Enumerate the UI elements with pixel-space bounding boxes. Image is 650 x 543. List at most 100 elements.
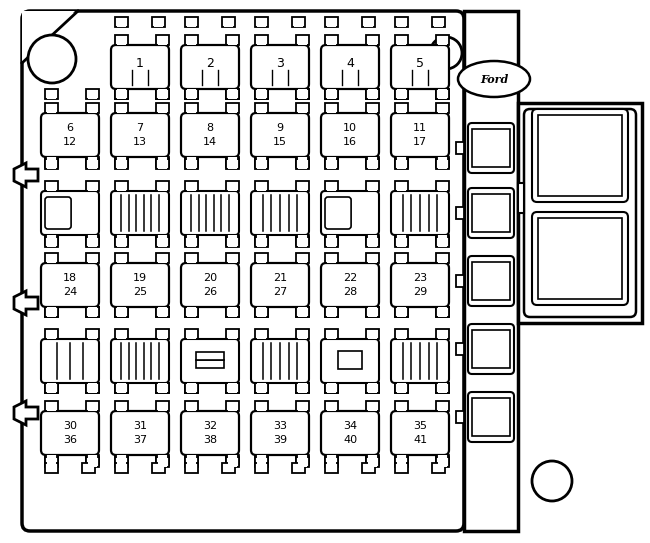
Bar (294, 22, 303, 27)
Bar (298, 307, 307, 312)
Bar (397, 312, 406, 317)
Bar (325, 103, 338, 113)
Bar (115, 181, 128, 191)
Bar (255, 383, 268, 393)
Bar (45, 159, 58, 169)
Bar (45, 157, 58, 167)
Text: 7
13: 7 13 (133, 123, 147, 147)
Bar (187, 455, 196, 460)
Bar (117, 388, 126, 393)
Bar (45, 329, 58, 339)
Bar (327, 258, 336, 263)
Text: 34
40: 34 40 (343, 421, 357, 445)
Bar (226, 181, 239, 191)
Bar (47, 242, 56, 247)
Bar (368, 94, 377, 99)
Bar (436, 35, 449, 45)
Bar (86, 307, 99, 317)
Bar (187, 186, 196, 191)
Bar (185, 35, 198, 45)
Bar (438, 40, 447, 45)
Bar (158, 258, 167, 263)
Bar (438, 307, 447, 312)
Bar (226, 159, 239, 169)
Bar (226, 237, 239, 247)
Bar (436, 457, 449, 467)
Bar (88, 242, 97, 247)
Bar (255, 401, 268, 411)
Bar (257, 388, 266, 393)
FancyBboxPatch shape (111, 263, 169, 307)
Bar (154, 22, 163, 27)
Bar (395, 235, 408, 245)
FancyBboxPatch shape (391, 411, 449, 455)
Bar (257, 186, 266, 191)
Bar (436, 401, 449, 411)
Bar (325, 181, 338, 191)
Bar (438, 89, 447, 94)
Bar (117, 258, 126, 263)
Bar (456, 142, 464, 154)
Bar (438, 383, 447, 388)
Bar (325, 329, 338, 339)
Bar (298, 157, 307, 162)
Bar (538, 115, 622, 196)
Bar (366, 103, 379, 113)
Bar (255, 307, 268, 317)
FancyBboxPatch shape (41, 339, 99, 383)
Bar (228, 157, 237, 162)
Bar (158, 164, 167, 169)
Bar (395, 253, 408, 263)
Bar (327, 235, 336, 240)
FancyBboxPatch shape (532, 109, 628, 202)
Bar (298, 40, 307, 45)
Bar (296, 89, 309, 99)
Bar (325, 463, 338, 473)
Bar (255, 253, 268, 263)
Bar (117, 312, 126, 317)
FancyBboxPatch shape (251, 113, 309, 157)
Bar (325, 307, 338, 317)
Bar (45, 253, 58, 263)
Bar (456, 343, 464, 355)
Bar (436, 307, 449, 317)
Bar (436, 89, 449, 99)
Bar (156, 383, 169, 393)
Bar (395, 181, 408, 191)
FancyBboxPatch shape (41, 263, 99, 307)
Text: 31
37: 31 37 (133, 421, 147, 445)
Bar (115, 463, 128, 473)
FancyBboxPatch shape (321, 113, 379, 157)
Bar (438, 334, 447, 339)
Bar (327, 108, 336, 113)
Bar (228, 89, 237, 94)
Bar (395, 307, 408, 317)
FancyBboxPatch shape (468, 256, 514, 306)
Bar (156, 89, 169, 99)
Bar (257, 22, 266, 27)
Bar (366, 383, 379, 393)
Bar (257, 258, 266, 263)
FancyBboxPatch shape (321, 45, 379, 89)
Bar (185, 237, 198, 247)
FancyBboxPatch shape (111, 113, 169, 157)
Bar (86, 159, 99, 169)
Bar (187, 312, 196, 317)
Bar (296, 181, 309, 191)
Bar (292, 463, 305, 473)
Bar (47, 383, 56, 388)
Bar (327, 383, 336, 388)
Bar (152, 463, 165, 473)
Bar (115, 307, 128, 317)
Bar (436, 103, 449, 113)
Bar (296, 35, 309, 45)
Bar (158, 312, 167, 317)
FancyBboxPatch shape (524, 109, 636, 317)
Bar (368, 40, 377, 45)
Bar (226, 401, 239, 411)
Bar (438, 462, 447, 467)
Bar (117, 334, 126, 339)
Bar (327, 334, 336, 339)
Bar (158, 235, 167, 240)
Bar (88, 235, 97, 240)
